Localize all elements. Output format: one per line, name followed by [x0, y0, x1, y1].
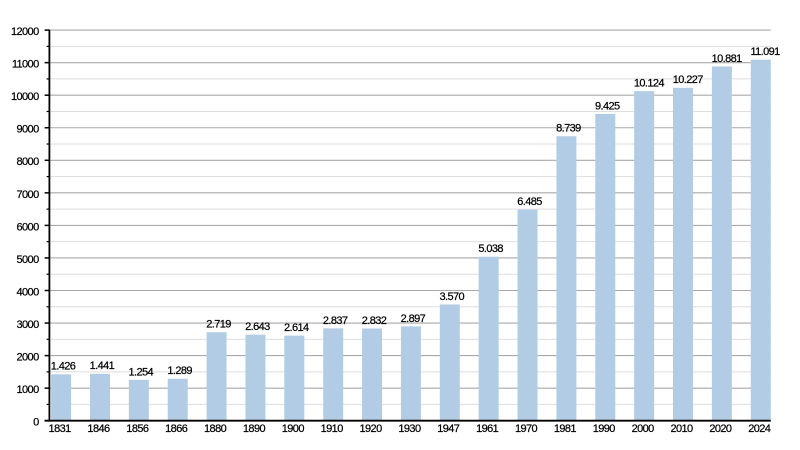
svg-text:8.739: 8.739	[556, 123, 581, 135]
svg-text:1990: 1990	[593, 423, 616, 435]
svg-text:2010: 2010	[670, 423, 693, 435]
svg-text:1981: 1981	[554, 423, 577, 435]
svg-text:2024: 2024	[748, 423, 771, 435]
svg-text:6000: 6000	[17, 221, 40, 233]
svg-text:1880: 1880	[204, 423, 227, 435]
svg-text:1890: 1890	[243, 423, 266, 435]
svg-text:1947: 1947	[437, 423, 460, 435]
svg-text:1900: 1900	[282, 423, 305, 435]
svg-text:1866: 1866	[165, 423, 188, 435]
svg-text:7000: 7000	[17, 189, 40, 201]
svg-text:10000: 10000	[11, 91, 39, 103]
svg-text:10.227: 10.227	[673, 74, 704, 86]
svg-text:2.719: 2.719	[206, 319, 231, 331]
svg-text:2000: 2000	[632, 423, 655, 435]
svg-text:9000: 9000	[17, 124, 40, 136]
svg-text:9.425: 9.425	[595, 100, 620, 112]
svg-text:1930: 1930	[398, 423, 421, 435]
svg-text:5000: 5000	[17, 254, 40, 266]
svg-text:2000: 2000	[17, 352, 40, 364]
svg-text:1000: 1000	[17, 384, 40, 396]
svg-text:2020: 2020	[709, 423, 732, 435]
svg-text:3000: 3000	[17, 319, 40, 331]
svg-text:1846: 1846	[87, 423, 110, 435]
svg-text:2.837: 2.837	[323, 315, 348, 327]
svg-text:10.124: 10.124	[634, 78, 665, 90]
svg-text:10.881: 10.881	[712, 53, 743, 65]
svg-text:1831: 1831	[49, 423, 72, 435]
svg-text:6.485: 6.485	[517, 196, 542, 208]
svg-text:1.254: 1.254	[129, 366, 154, 378]
svg-text:1920: 1920	[360, 423, 383, 435]
svg-text:1910: 1910	[321, 423, 344, 435]
svg-text:11000: 11000	[12, 59, 39, 71]
svg-text:2.643: 2.643	[245, 321, 270, 333]
svg-text:1.441: 1.441	[90, 360, 115, 372]
svg-text:4000: 4000	[17, 286, 40, 298]
svg-text:2.832: 2.832	[362, 315, 387, 327]
svg-text:8000: 8000	[17, 156, 40, 168]
svg-text:1856: 1856	[126, 423, 149, 435]
svg-text:1970: 1970	[515, 423, 538, 435]
svg-text:2.614: 2.614	[284, 322, 309, 334]
svg-text:1.289: 1.289	[167, 365, 192, 377]
svg-text:12000: 12000	[11, 26, 39, 38]
svg-text:2.897: 2.897	[401, 313, 426, 325]
svg-text:3.570: 3.570	[440, 291, 465, 303]
svg-text:1.426: 1.426	[51, 361, 76, 373]
svg-text:11.091: 11.091	[750, 46, 780, 58]
svg-text:5.038: 5.038	[478, 243, 503, 255]
svg-text:1961: 1961	[476, 423, 499, 435]
svg-text:0: 0	[33, 417, 39, 429]
